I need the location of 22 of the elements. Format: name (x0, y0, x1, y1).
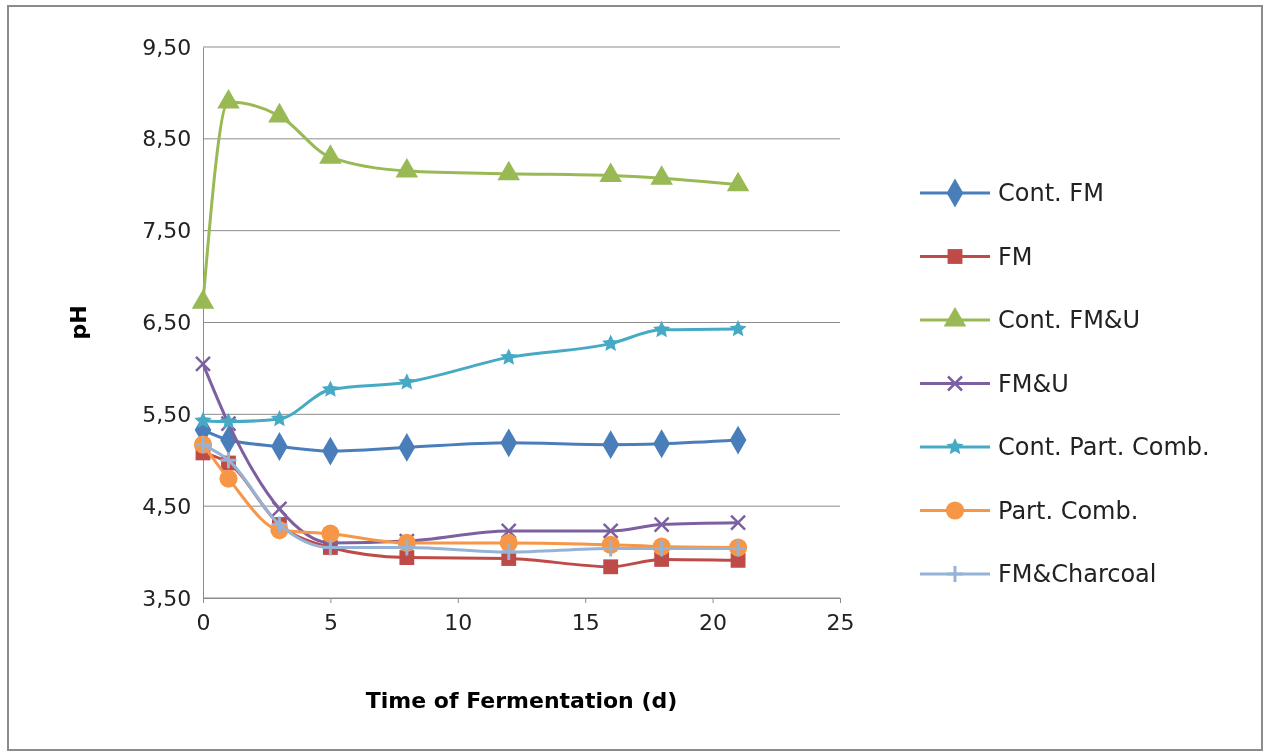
y-tick-label: 3,50 (142, 585, 192, 611)
y-tick-label: 5,50 (142, 401, 192, 427)
legend-label: Cont. Part. Comb. (998, 433, 1210, 462)
x-tick-label: 25 (826, 610, 855, 636)
y-tick-label: 8,50 (142, 126, 192, 152)
x-tick-label: 20 (699, 610, 728, 636)
y-tick-label: 7,50 (142, 218, 192, 244)
x-tick-label: 0 (196, 610, 211, 636)
legend-label: Cont. FM (998, 179, 1104, 208)
y-tick-label: 6,50 (142, 310, 192, 336)
y-tick-label: 4,50 (142, 493, 192, 519)
legend-label: Cont. FM&U (998, 306, 1141, 335)
x-tick-label: 5 (323, 610, 338, 636)
y-tick-label: 9,50 (142, 34, 192, 60)
legend-label: FM (998, 242, 1033, 271)
legend-label: FM&U (998, 369, 1069, 398)
legend-label: FM&Charcoal (998, 560, 1157, 589)
x-tick-label: 10 (444, 610, 473, 636)
x-axis-title: Time of Fermentation (d) (365, 688, 678, 713)
y-axis-title: pH (66, 305, 91, 340)
legend-label: Part. Comb. (998, 496, 1139, 525)
x-tick-label: 15 (571, 610, 600, 636)
